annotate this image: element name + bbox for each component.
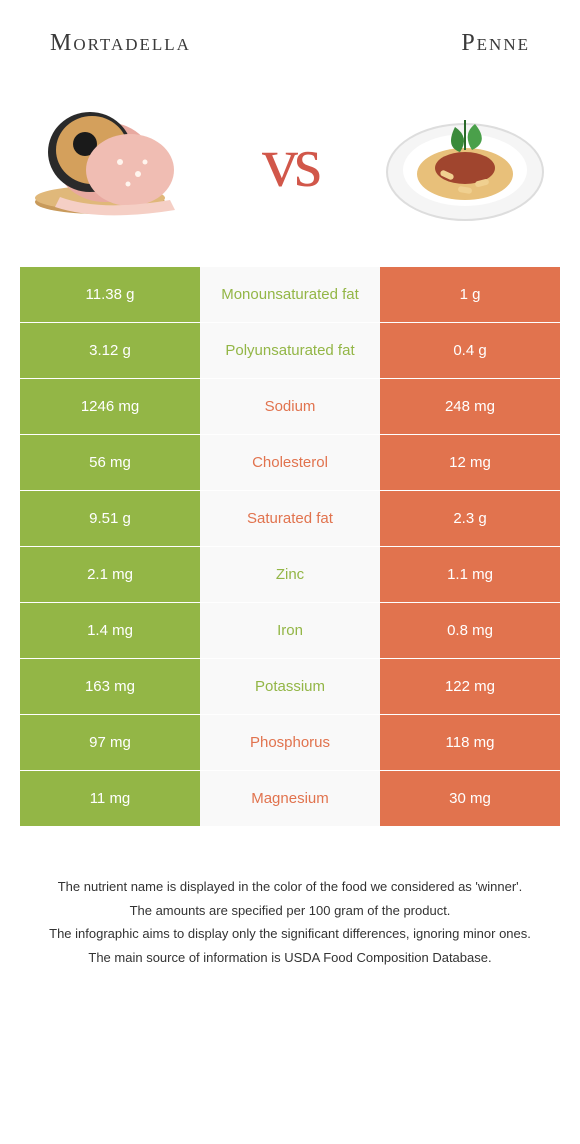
- nutrient-row: 163 mgPotassium122 mg: [20, 659, 560, 715]
- right-value: 248 mg: [380, 379, 560, 434]
- nutrient-row: 11 mgMagnesium30 mg: [20, 771, 560, 827]
- header: Mortadella Penne: [0, 0, 580, 67]
- nutrient-label: Phosphorus: [200, 715, 380, 770]
- right-value: 1.1 mg: [380, 547, 560, 602]
- nutrient-row: 9.51 gSaturated fat2.3 g: [20, 491, 560, 547]
- footnote-line: The main source of information is USDA F…: [40, 948, 540, 968]
- nutrient-row: 56 mgCholesterol12 mg: [20, 435, 560, 491]
- nutrient-label: Cholesterol: [200, 435, 380, 490]
- right-value: 30 mg: [380, 771, 560, 826]
- nutrient-row: 11.38 gMonounsaturated fat1 g: [20, 267, 560, 323]
- nutrient-label: Polyunsaturated fat: [200, 323, 380, 378]
- nutrient-label: Potassium: [200, 659, 380, 714]
- nutrient-row: 3.12 gPolyunsaturated fat0.4 g: [20, 323, 560, 379]
- left-value: 1.4 mg: [20, 603, 200, 658]
- footnote-line: The nutrient name is displayed in the co…: [40, 877, 540, 897]
- right-value: 2.3 g: [380, 491, 560, 546]
- footnote-line: The amounts are specified per 100 gram o…: [40, 901, 540, 921]
- left-value: 2.1 mg: [20, 547, 200, 602]
- left-value: 163 mg: [20, 659, 200, 714]
- left-value: 56 mg: [20, 435, 200, 490]
- footnote-line: The infographic aims to display only the…: [40, 924, 540, 944]
- penne-image: [380, 87, 550, 237]
- nutrient-label: Iron: [200, 603, 380, 658]
- right-value: 118 mg: [380, 715, 560, 770]
- right-value: 1 g: [380, 267, 560, 322]
- nutrient-label: Monounsaturated fat: [200, 267, 380, 322]
- right-food-title: Penne: [461, 30, 530, 57]
- nutrient-row: 2.1 mgZinc1.1 mg: [20, 547, 560, 603]
- left-value: 11 mg: [20, 771, 200, 826]
- nutrient-row: 1.4 mgIron0.8 mg: [20, 603, 560, 659]
- right-value: 0.8 mg: [380, 603, 560, 658]
- left-value: 11.38 g: [20, 267, 200, 322]
- vs-label: vs: [262, 121, 318, 204]
- left-value: 1246 mg: [20, 379, 200, 434]
- nutrient-row: 97 mgPhosphorus118 mg: [20, 715, 560, 771]
- nutrient-label: Saturated fat: [200, 491, 380, 546]
- mortadella-image: [30, 87, 200, 237]
- left-value: 9.51 g: [20, 491, 200, 546]
- images-row: vs: [0, 67, 580, 267]
- nutrient-row: 1246 mgSodium248 mg: [20, 379, 560, 435]
- left-value: 3.12 g: [20, 323, 200, 378]
- nutrient-label: Magnesium: [200, 771, 380, 826]
- nutrient-label: Zinc: [200, 547, 380, 602]
- right-value: 0.4 g: [380, 323, 560, 378]
- right-value: 12 mg: [380, 435, 560, 490]
- nutrient-table: 11.38 gMonounsaturated fat1 g3.12 gPolyu…: [20, 267, 560, 827]
- footnotes: The nutrient name is displayed in the co…: [40, 877, 540, 967]
- left-food-title: Mortadella: [50, 30, 191, 57]
- nutrient-label: Sodium: [200, 379, 380, 434]
- left-value: 97 mg: [20, 715, 200, 770]
- right-value: 122 mg: [380, 659, 560, 714]
